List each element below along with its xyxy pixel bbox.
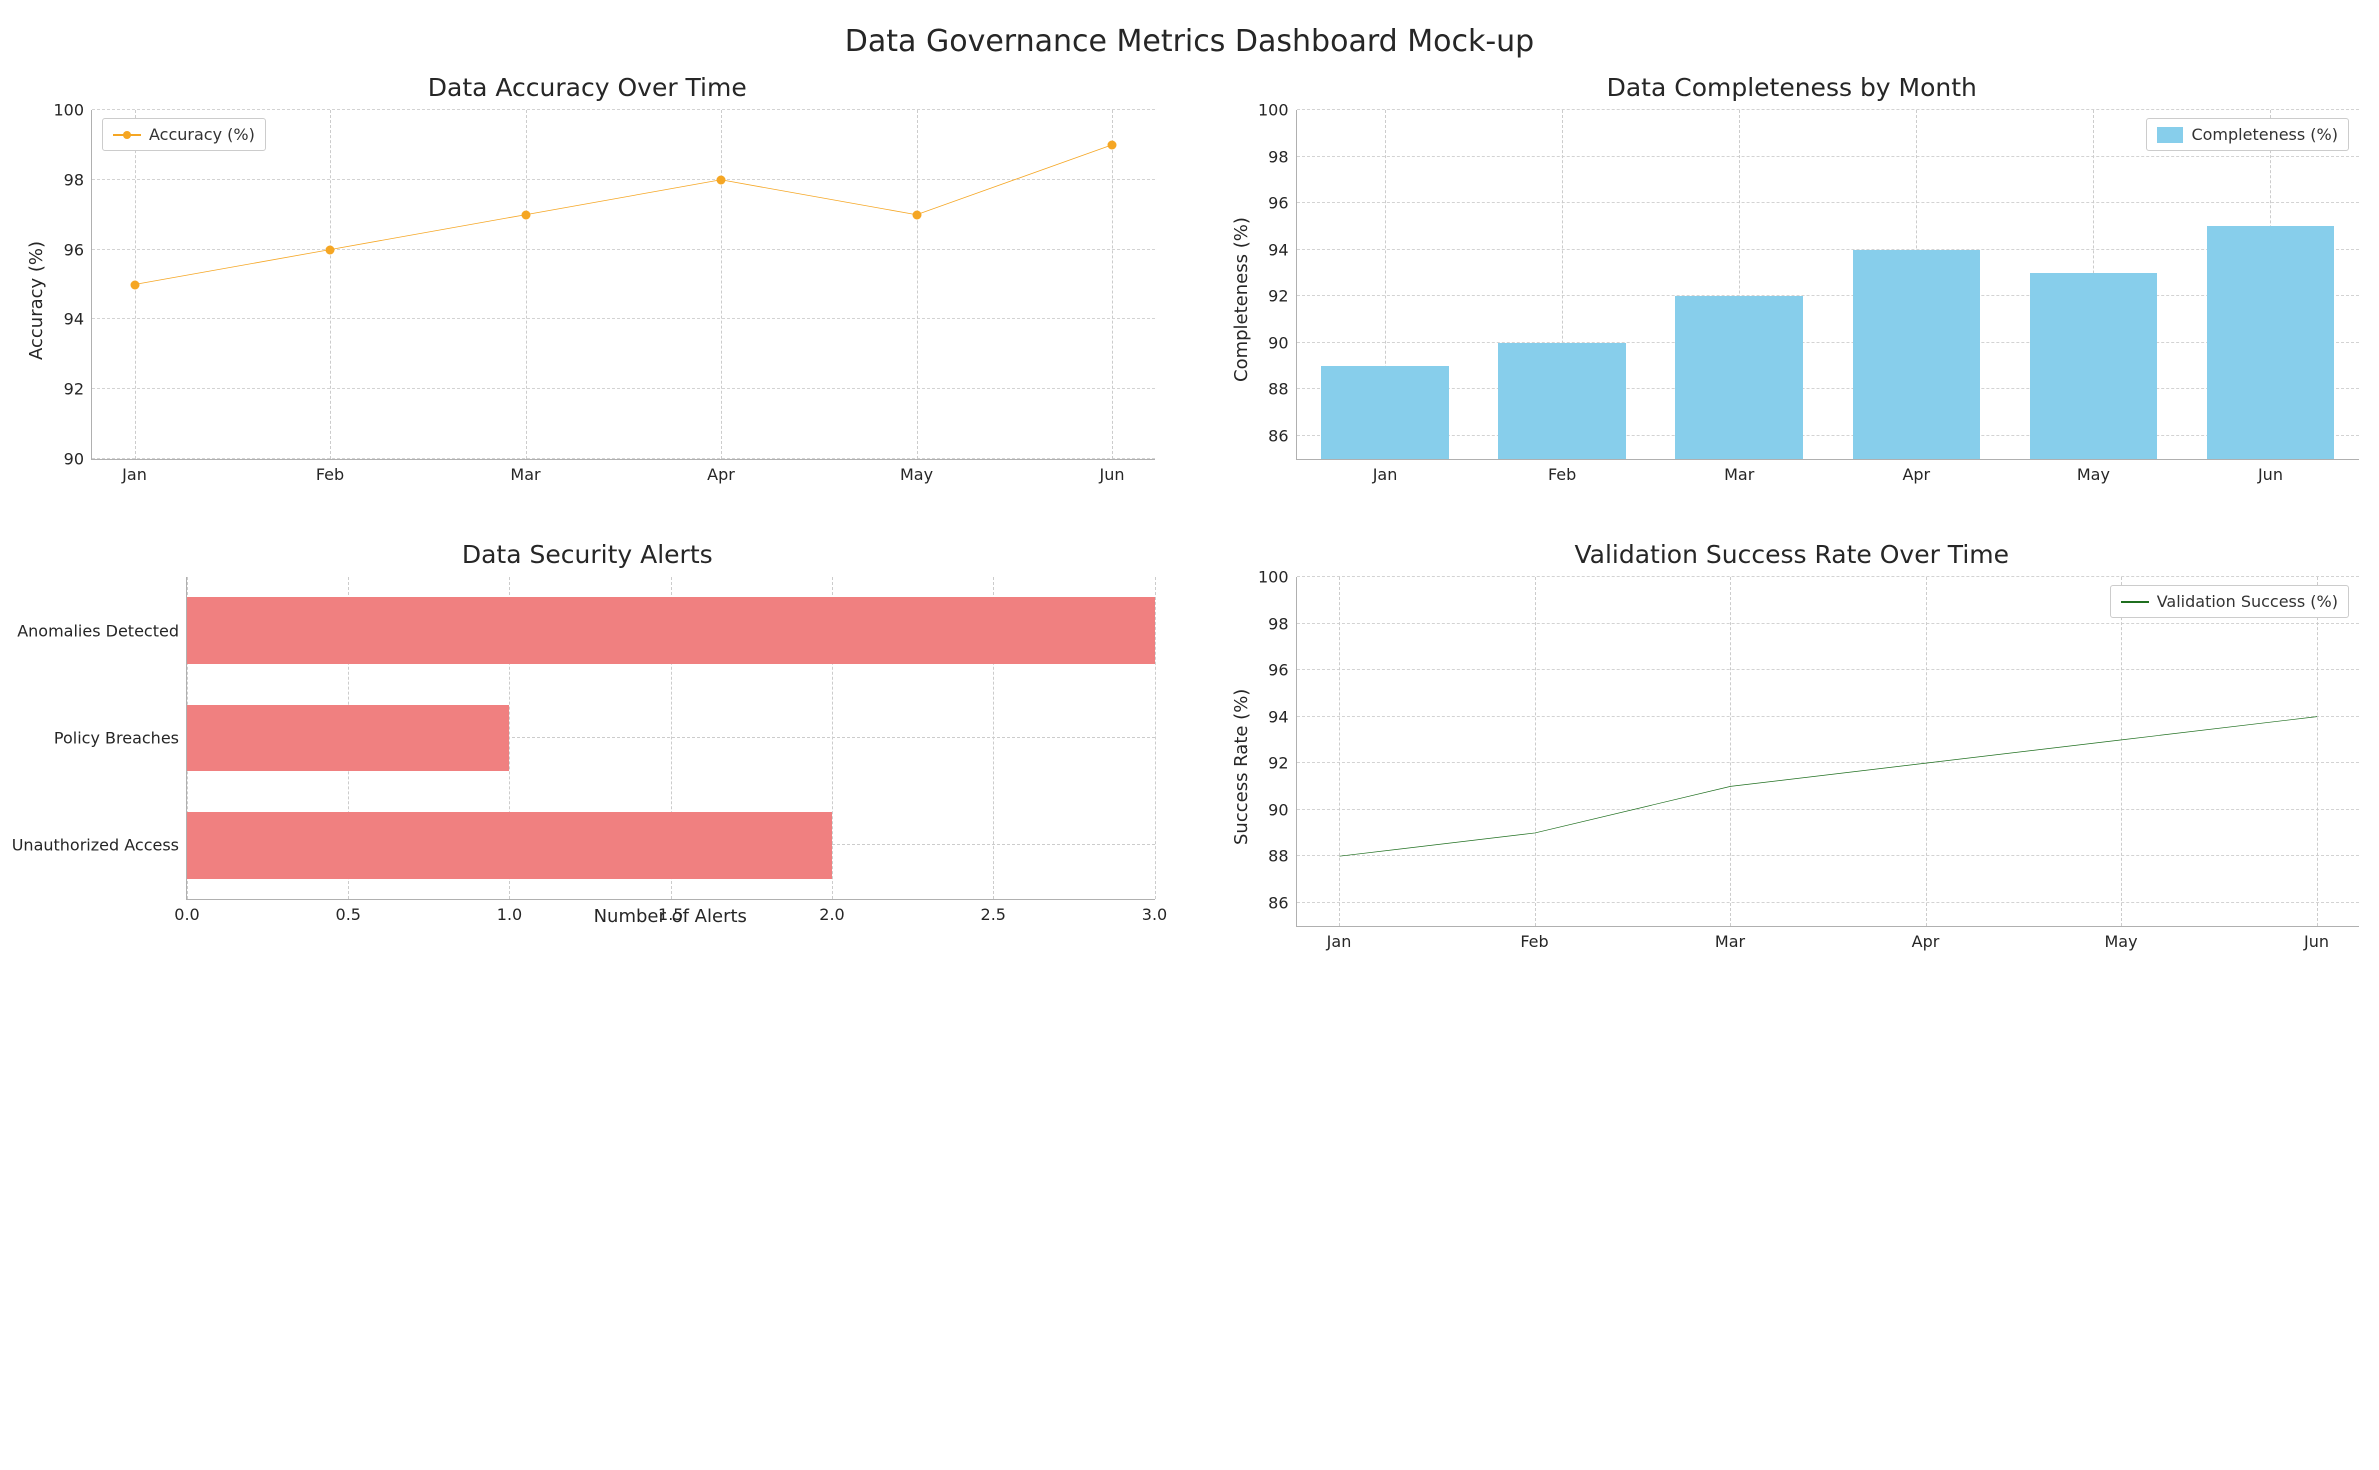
xtick-label: Mar	[510, 459, 540, 484]
ytick-label: 100	[1258, 101, 1297, 120]
panel-title: Data Security Alerts	[20, 540, 1155, 569]
plot-area-accuracy: 9092949698100JanFebMarAprMayJunAccuracy …	[47, 110, 1155, 490]
line-marker	[521, 210, 530, 219]
ytick-label: 100	[1258, 568, 1297, 587]
panel-title: Data Accuracy Over Time	[20, 73, 1155, 102]
y-axis-label: Completeness (%)	[1225, 110, 1252, 490]
xtick-label: Apr	[1902, 459, 1930, 484]
xtick-label: Mar	[1715, 926, 1745, 951]
panel-security: Data Security Alerts 0.00.51.01.52.02.53…	[20, 540, 1155, 957]
xtick-label: 2.5	[981, 899, 1006, 924]
bar	[2030, 273, 2158, 459]
bar	[1675, 296, 1803, 459]
xtick-label: Jun	[2258, 459, 2283, 484]
bar	[187, 705, 509, 772]
ytick-label: 92	[1268, 754, 1296, 773]
main-title: Data Governance Metrics Dashboard Mock-u…	[20, 24, 2359, 59]
panel-title: Validation Success Rate Over Time	[1225, 540, 2360, 569]
ytick-label: 98	[1268, 614, 1296, 633]
ytick-label: 98	[1268, 147, 1296, 166]
xtick-label: 1.0	[497, 899, 522, 924]
xtick-label: May	[2077, 459, 2110, 484]
panel-completeness: Data Completeness by Month Completeness …	[1225, 73, 2360, 490]
line-marker	[326, 245, 335, 254]
legend: Completeness (%)	[2146, 118, 2349, 151]
plot-area-completeness: 86889092949698100JanFebMarAprMayJunCompl…	[1252, 110, 2360, 490]
legend-label: Validation Success (%)	[2157, 592, 2338, 611]
ytick-label: 90	[64, 450, 92, 469]
xtick-label: Mar	[1724, 459, 1754, 484]
bar	[187, 812, 832, 879]
xtick-label: Apr	[1912, 926, 1940, 951]
ytick-label: 94	[1268, 240, 1296, 259]
ytick-label: 92	[64, 380, 92, 399]
ytick-label: 96	[1268, 194, 1296, 213]
panel-grid: Data Accuracy Over Time Accuracy (%) 90 9…	[20, 73, 2359, 957]
ytick-label: 96	[1268, 661, 1296, 680]
legend-label: Completeness (%)	[2191, 125, 2338, 144]
bar	[1321, 366, 1449, 459]
ytick-label: 90	[1268, 800, 1296, 819]
ytick-label: 88	[1268, 847, 1296, 866]
xtick-label: May	[900, 459, 933, 484]
line-series	[1339, 717, 2317, 857]
xtick-label: Feb	[1548, 459, 1576, 484]
xtick-label: Jun	[1100, 459, 1125, 484]
ytick-label: Policy Breaches	[54, 729, 187, 748]
plot-area-security: 0.00.51.01.52.02.53.0Unauthorized Access…	[26, 577, 1155, 957]
line-marker	[912, 210, 921, 219]
ytick-label: 94	[1268, 707, 1296, 726]
line-marker	[1108, 140, 1117, 149]
xtick-label: 3.0	[1142, 899, 1167, 924]
ytick-label: 86	[1268, 893, 1296, 912]
xtick-label: May	[2104, 926, 2137, 951]
xtick-label: 1.5	[658, 899, 683, 924]
xtick-label: Feb	[1520, 926, 1548, 951]
line-marker	[130, 280, 139, 289]
xtick-label: Apr	[707, 459, 735, 484]
ytick-label: 90	[1268, 333, 1296, 352]
xtick-label: Jan	[1327, 926, 1352, 951]
legend-label: Accuracy (%)	[149, 125, 255, 144]
legend: Validation Success (%)	[2110, 585, 2349, 618]
ytick-label: Unauthorized Access	[12, 836, 187, 855]
panel-title: Data Completeness by Month	[1225, 73, 2360, 102]
ytick-label: 86	[1268, 426, 1296, 445]
line-series	[135, 145, 1113, 285]
panel-accuracy: Data Accuracy Over Time Accuracy (%) 90 9…	[20, 73, 1155, 490]
bar	[1498, 343, 1626, 459]
ytick-label: 98	[64, 170, 92, 189]
ytick-label: 100	[53, 101, 92, 120]
bar	[187, 597, 1155, 664]
xtick-label: 2.0	[819, 899, 844, 924]
dashboard: Data Governance Metrics Dashboard Mock-u…	[20, 24, 2359, 957]
xtick-label: 0.5	[336, 899, 361, 924]
y-axis-label: Success Rate (%)	[1225, 577, 1252, 957]
ytick-label: Anomalies Detected	[17, 621, 187, 640]
ytick-label: 88	[1268, 380, 1296, 399]
xtick-label: Jan	[1373, 459, 1398, 484]
xtick-label: Jun	[2304, 926, 2329, 951]
xtick-label: Jan	[122, 459, 147, 484]
xtick-label: Feb	[316, 459, 344, 484]
y-axis-label: Accuracy (%)	[20, 110, 47, 490]
ytick-label: 94	[64, 310, 92, 329]
ytick-label: 92	[1268, 287, 1296, 306]
plot-area-validation: 86889092949698100JanFebMarAprMayJunValid…	[1252, 577, 2360, 957]
line-marker	[717, 175, 726, 184]
ytick-label: 96	[64, 240, 92, 259]
bar	[2207, 226, 2335, 459]
xtick-label: 0.0	[174, 899, 199, 924]
bar	[1853, 250, 1981, 459]
panel-validation: Validation Success Rate Over Time Succes…	[1225, 540, 2360, 957]
legend: Accuracy (%)	[102, 118, 266, 151]
